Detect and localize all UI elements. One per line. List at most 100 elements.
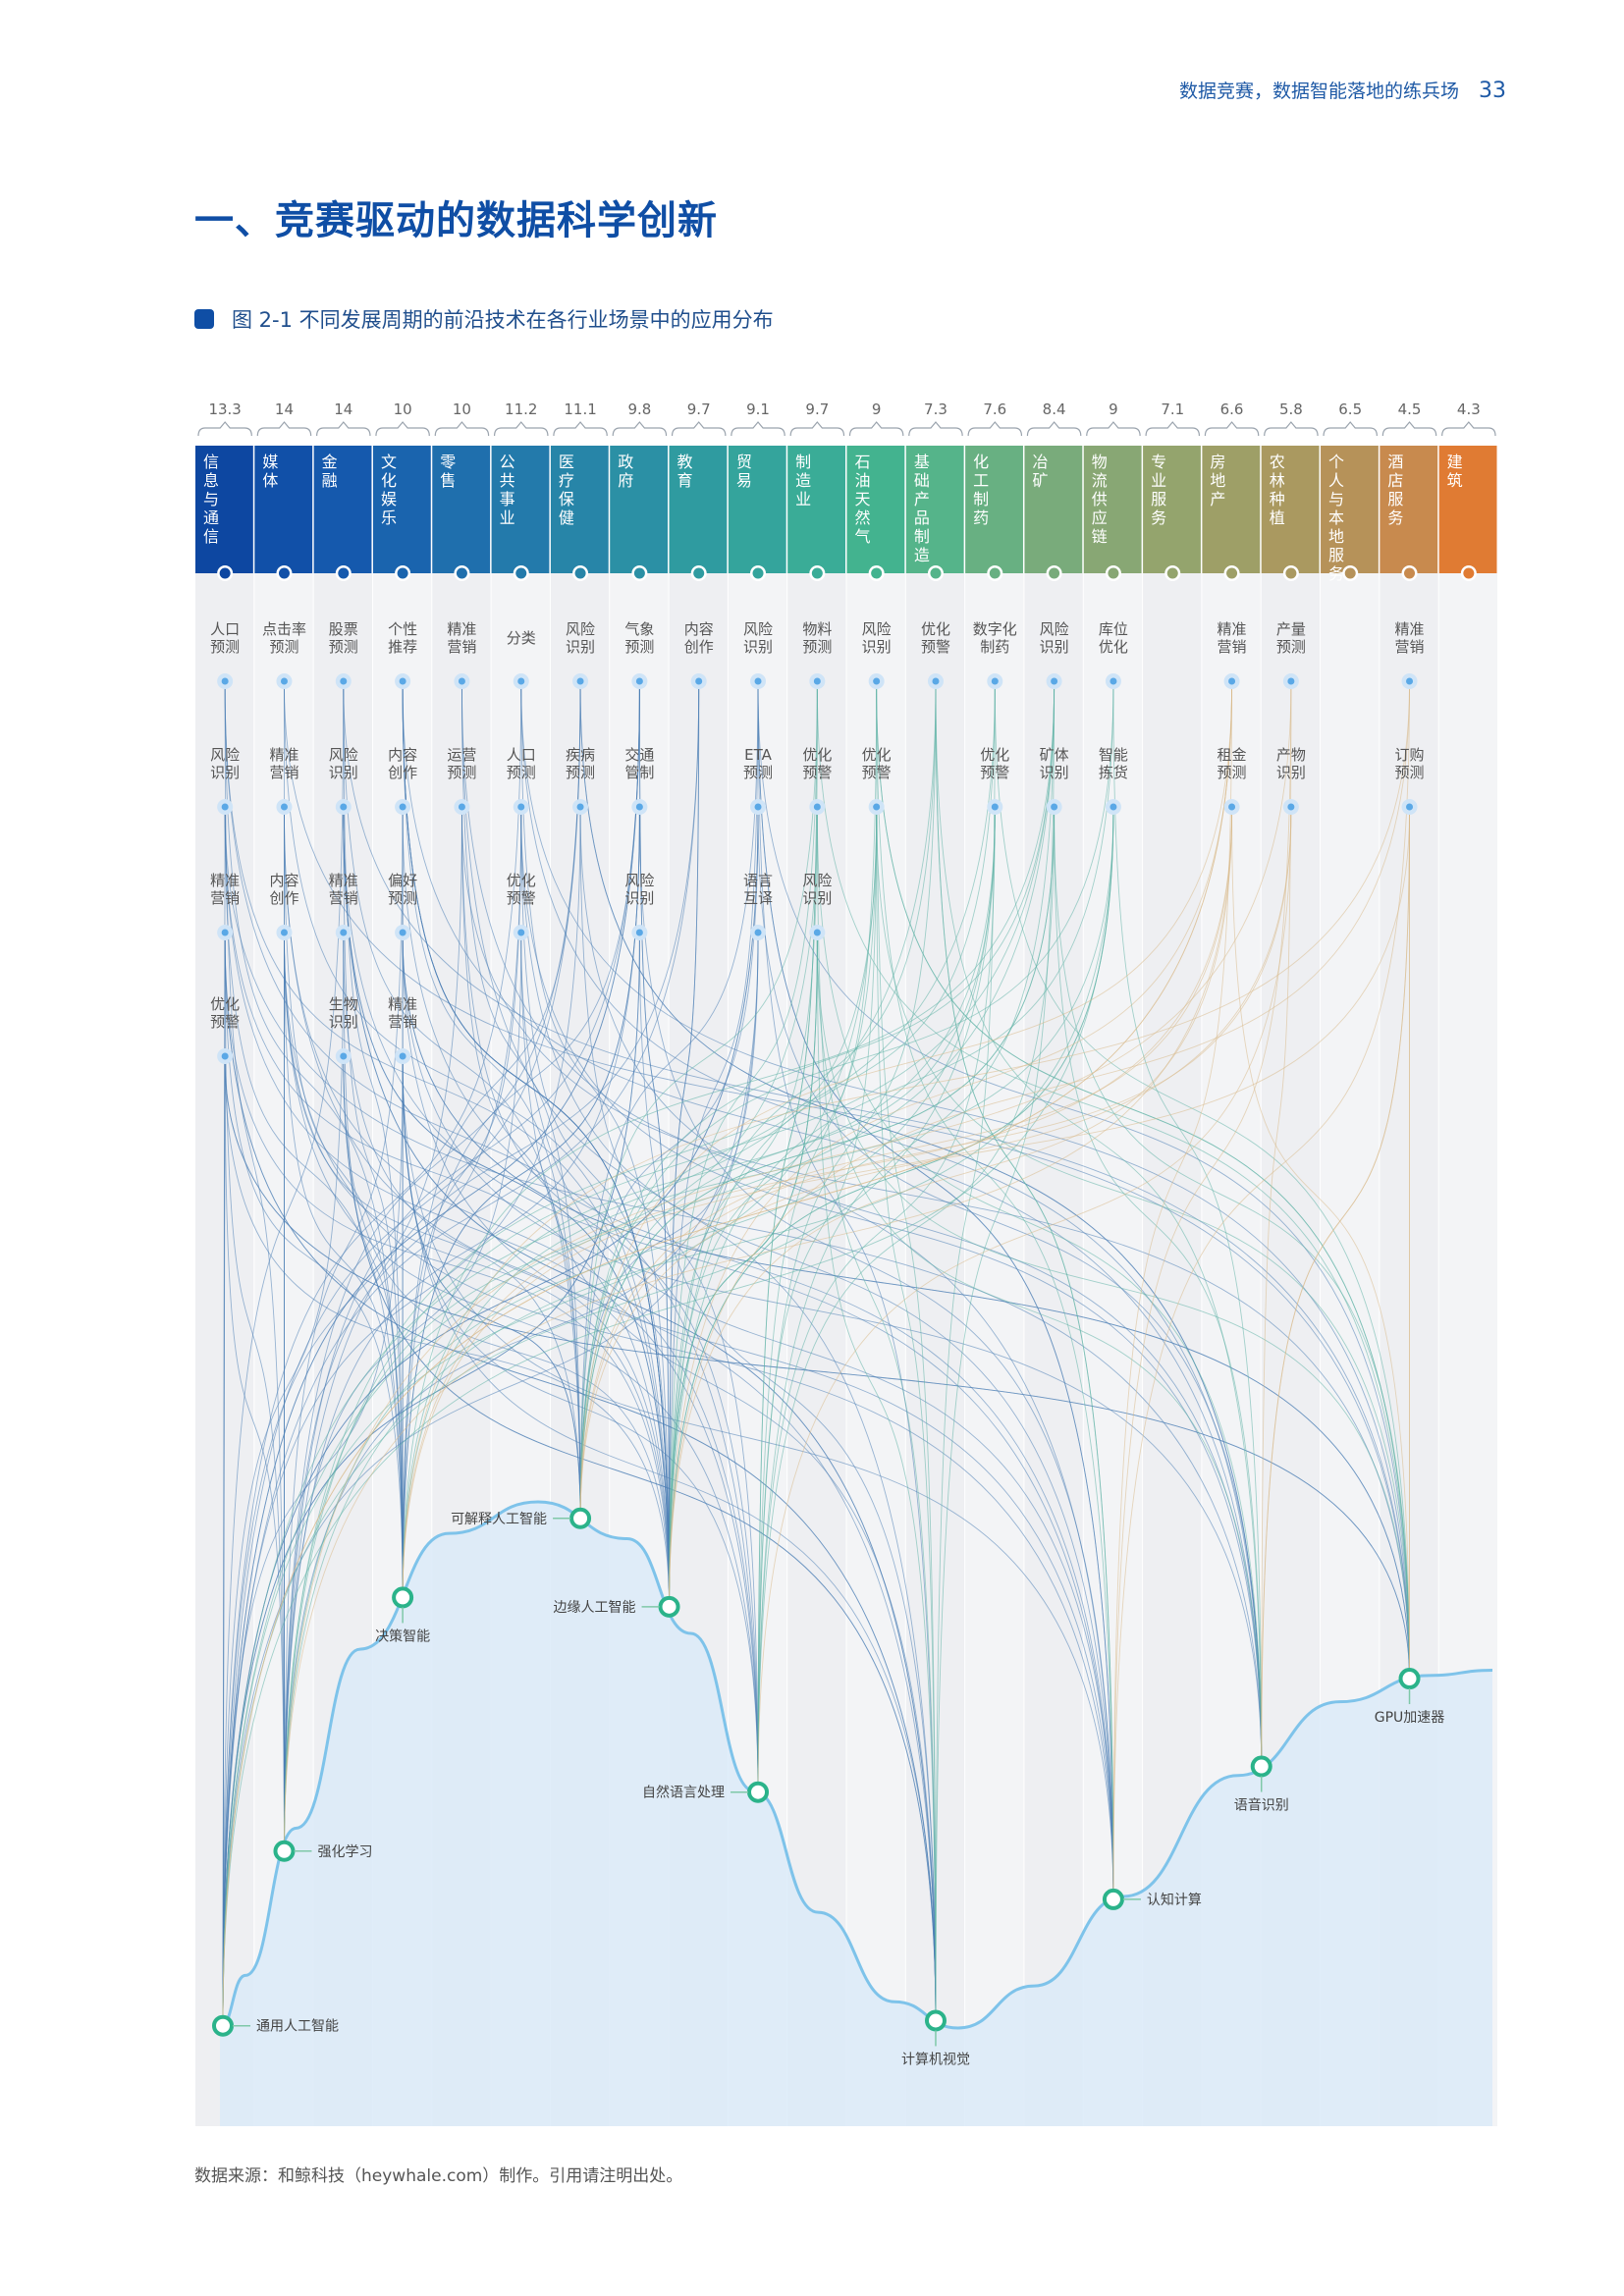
brace	[731, 421, 785, 437]
industry-dot	[1285, 567, 1297, 579]
connection-line	[460, 810, 1410, 1680]
connection-line	[579, 810, 1410, 1519]
scenario-label: 物料	[802, 620, 832, 638]
connection-line	[284, 810, 522, 1851]
running-header: 数据竞赛，数据智能落地的练兵场 33	[1179, 77, 1506, 103]
industry-name-char: 服	[1328, 546, 1344, 564]
scenario-label: 精准	[447, 620, 476, 638]
scenario-label: 预测	[1276, 638, 1306, 656]
scenario-dot	[754, 929, 762, 936]
industry-name-char: 本	[1328, 508, 1344, 527]
scenario-dot	[399, 677, 406, 685]
connection-line	[669, 684, 1233, 1607]
scenario-label: 预警	[507, 889, 536, 907]
connection-line	[402, 935, 1263, 1767]
scenario-label: 推荐	[388, 638, 417, 656]
industry-name-char: 事	[500, 490, 515, 508]
industry-name-char: 贸	[736, 453, 752, 471]
industry-name-char: 府	[618, 471, 633, 490]
industry-name-char: 体	[262, 471, 278, 490]
connection-line	[284, 810, 996, 1851]
industry-name-char: 然	[855, 508, 871, 527]
scenario-label: 优化	[862, 746, 892, 764]
scenario-label: 优化	[1099, 638, 1128, 656]
connection-line	[402, 1059, 1114, 1899]
technology-node	[569, 1507, 592, 1529]
connection-line	[222, 684, 345, 2026]
scenario-label: 点击率	[262, 620, 306, 638]
connection-line	[757, 810, 878, 1792]
industry-dot	[1049, 567, 1060, 579]
industry-name-char: 石	[855, 453, 871, 471]
scenario-dot	[517, 677, 525, 685]
connection-line	[935, 684, 1114, 1899]
scenario-label: 识别	[329, 764, 358, 781]
connection-line	[284, 684, 1410, 1680]
industry-name-char: 林	[1270, 471, 1285, 490]
scenario-label: 精准	[269, 746, 298, 764]
industry-dot	[633, 567, 645, 579]
connection-line	[224, 810, 1263, 1767]
connection-line	[402, 810, 640, 1598]
brace	[908, 421, 963, 437]
industry-name-char: 娱	[381, 490, 397, 508]
scenario-label: 运营	[447, 746, 476, 764]
connection-line	[757, 810, 1263, 1767]
industry-value: 10	[453, 400, 471, 418]
connection-line	[935, 684, 996, 2021]
industry-name-char: 应	[1092, 508, 1108, 527]
connection-line	[757, 810, 996, 1792]
industry-dot	[278, 567, 290, 579]
industry-name-char: 流	[1092, 471, 1108, 490]
connection-line	[224, 935, 404, 1598]
scenario-label: 生物	[329, 995, 358, 1013]
scenario-label: 精准	[210, 872, 240, 889]
connection-line	[669, 935, 818, 1607]
scenario-dot	[873, 803, 881, 811]
brace	[316, 421, 371, 437]
scenario-label: 营销	[269, 764, 298, 781]
scenario-label: 风险	[862, 620, 892, 638]
industry-name-char: 物	[1092, 453, 1108, 471]
connection-line	[816, 810, 1263, 1767]
scenario-label: 预测	[624, 638, 654, 656]
connection-line	[284, 935, 670, 1607]
brace	[1441, 421, 1496, 437]
industry-tile	[491, 446, 550, 573]
technology-label: GPU加速器	[1375, 1710, 1445, 1726]
scenario-dot	[1287, 677, 1295, 685]
industry-dot	[871, 567, 883, 579]
connection-line	[816, 935, 937, 2021]
connection-line	[669, 684, 1410, 1607]
industry-name-char: 文	[381, 453, 397, 471]
industry-name-char: 个	[1328, 453, 1344, 471]
scenario-dot	[458, 677, 465, 685]
scenario-label: 优化	[507, 872, 536, 889]
scenario-nodes: 人口预测风险识别精准营销优化预警点击率预测精准营销内容创作股票预测风险识别精准营…	[210, 620, 1425, 1064]
industry-tile	[372, 446, 431, 573]
industry-name-char: 矿	[1032, 471, 1048, 490]
industry-name-char: 易	[736, 471, 752, 490]
scenario-label: 预测	[507, 764, 536, 781]
industry-dot	[930, 567, 942, 579]
scenario-dot	[221, 929, 229, 936]
industry-tile	[728, 446, 786, 573]
scenario-label: 个性	[388, 620, 417, 638]
scenario-dot	[517, 929, 525, 936]
connection-line	[402, 810, 1114, 1598]
scenario-label: 产物	[1276, 746, 1306, 764]
scenario-label: 内容	[269, 872, 298, 889]
connection-line	[757, 684, 818, 1792]
scenario-label: 营销	[1218, 638, 1247, 656]
scenario-dot	[340, 929, 348, 936]
scenario-label: 优化	[921, 620, 950, 638]
brace	[789, 421, 845, 437]
scenario-label: 人口	[210, 620, 240, 638]
industry-dot	[219, 567, 231, 579]
industry-dot	[1166, 567, 1178, 579]
industry-name-char: 链	[1092, 527, 1108, 546]
connection-line	[579, 810, 1263, 1767]
scenario-label: 识别	[802, 889, 832, 907]
scenario-dot	[399, 1052, 406, 1060]
